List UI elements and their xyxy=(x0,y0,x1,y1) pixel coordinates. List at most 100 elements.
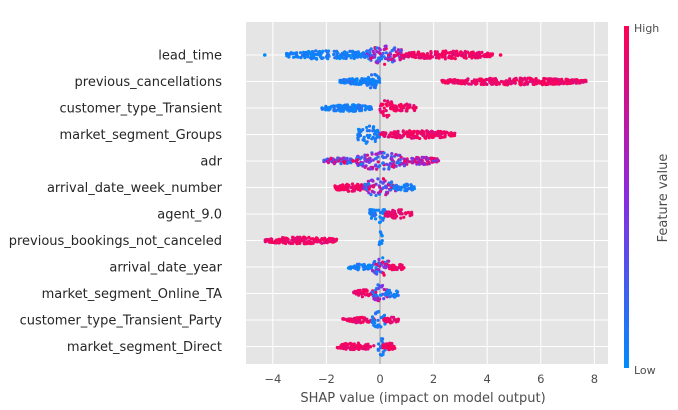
shap-point xyxy=(354,320,358,324)
shap-point xyxy=(267,238,271,243)
shap-point xyxy=(381,346,385,350)
shap-point xyxy=(263,240,267,244)
shap-point xyxy=(367,129,371,133)
shap-point xyxy=(347,160,351,164)
shap-point xyxy=(467,54,471,59)
shap-point xyxy=(386,289,390,293)
shap-point xyxy=(470,55,474,59)
shap-point xyxy=(290,238,294,242)
shap-point xyxy=(431,131,435,135)
shap-point xyxy=(363,104,367,108)
shap-point xyxy=(417,162,421,166)
shap-point xyxy=(342,108,346,112)
shap-point xyxy=(372,318,376,322)
shap-point xyxy=(374,164,378,168)
shap-point xyxy=(401,104,405,109)
shap-point xyxy=(345,319,349,323)
shap-point xyxy=(346,189,350,193)
shap-point xyxy=(381,131,385,135)
shap-point xyxy=(358,134,362,138)
feature-label: arrival_date_week_number xyxy=(47,181,223,196)
shap-point xyxy=(390,210,394,214)
feature-label: arrival_date_year xyxy=(109,261,222,276)
shap-point xyxy=(453,57,457,61)
shap-point xyxy=(390,152,394,156)
shap-point xyxy=(428,133,432,137)
shap-point xyxy=(513,79,517,83)
shap-point xyxy=(381,256,385,260)
shap-point xyxy=(315,236,319,241)
shap-point xyxy=(383,292,387,297)
shap-point xyxy=(392,317,396,321)
shap-point xyxy=(337,188,342,192)
shap-point xyxy=(451,49,455,53)
shap-point xyxy=(398,212,402,216)
shap-point xyxy=(368,133,372,137)
shap-point xyxy=(357,129,361,133)
shap-point xyxy=(330,104,334,108)
shap-point xyxy=(412,136,416,140)
shap-point xyxy=(284,236,288,240)
shap-point xyxy=(450,56,454,60)
shap-point xyxy=(405,188,409,193)
shap-point xyxy=(520,79,524,83)
shap-point xyxy=(359,162,363,166)
shap-point xyxy=(366,159,370,163)
shap-point xyxy=(372,52,376,56)
shap-point xyxy=(422,130,426,134)
shap-point xyxy=(509,79,513,83)
shap-point xyxy=(425,134,429,138)
shap-point xyxy=(307,241,312,246)
shap-point xyxy=(382,55,386,59)
shap-point xyxy=(336,346,340,350)
shap-point xyxy=(387,113,391,117)
shap-point xyxy=(374,266,378,270)
shap-point xyxy=(349,345,353,349)
shap-point xyxy=(406,210,410,215)
shap-point xyxy=(416,157,420,161)
feature-label: previous_bookings_not_canceled xyxy=(9,234,222,249)
shap-point xyxy=(349,317,353,321)
shap-point xyxy=(380,234,384,238)
shap-point xyxy=(298,235,302,239)
shap-point xyxy=(370,315,375,319)
shap-point-outlier xyxy=(262,53,267,57)
shap-point xyxy=(396,52,400,56)
shap-point xyxy=(356,341,360,345)
shap-point xyxy=(371,125,376,129)
shap-point xyxy=(387,163,391,167)
shap-point xyxy=(431,135,435,139)
shap-point xyxy=(338,157,342,161)
shap-point xyxy=(472,81,476,85)
shap-point xyxy=(376,165,380,169)
shap-point xyxy=(345,182,349,186)
shap-point xyxy=(362,54,366,58)
shap-point xyxy=(374,208,378,212)
shap-point xyxy=(378,297,382,301)
shap-point xyxy=(395,267,399,272)
shap-point xyxy=(302,235,306,239)
shap-point xyxy=(342,56,346,60)
shap-point xyxy=(336,185,341,189)
shap-point xyxy=(401,129,405,133)
shap-point xyxy=(413,159,417,163)
shap-point xyxy=(346,186,350,190)
shap-point xyxy=(367,182,371,186)
shap-point xyxy=(352,290,356,294)
shap-point xyxy=(350,79,354,83)
shap-point xyxy=(370,152,374,156)
shap-point xyxy=(405,109,409,113)
shap-point xyxy=(376,287,380,291)
feature-label: agent_9.0 xyxy=(157,208,222,223)
shap-point xyxy=(402,215,406,219)
shap-point xyxy=(332,157,336,161)
shap-point xyxy=(352,50,356,55)
feature-label: previous_cancellations xyxy=(75,75,223,90)
shap-point xyxy=(353,107,357,111)
shap-point xyxy=(382,151,386,155)
shap-point xyxy=(381,181,385,185)
shap-point xyxy=(371,158,375,162)
shap-point xyxy=(345,156,349,160)
shap-point xyxy=(372,213,376,217)
shap-point xyxy=(442,54,446,59)
